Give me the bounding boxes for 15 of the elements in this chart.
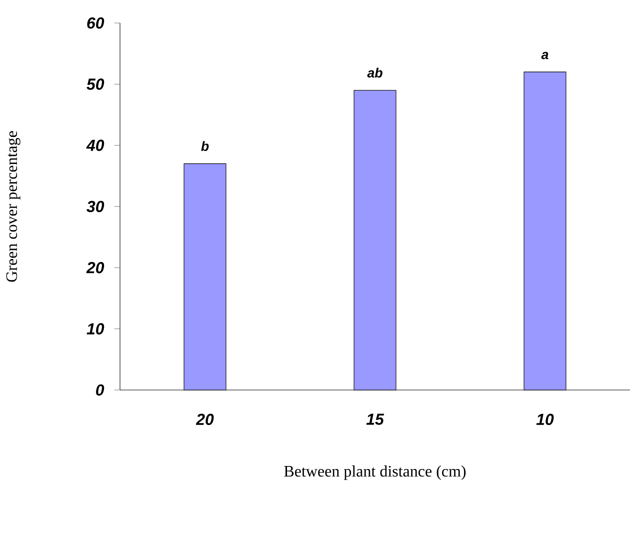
y-tick-label: 60: [87, 17, 104, 29]
y-tick-label: 50: [86, 78, 104, 90]
x-axis-title: Between plant distance (cm): [284, 465, 466, 480]
x-tick-label: 10: [536, 414, 554, 426]
annotation: ab: [367, 68, 382, 78]
y-tick-label: 0: [96, 384, 104, 396]
y-tick-label: 10: [86, 323, 104, 334]
y-axis-title: Green cover percentage: [6, 131, 20, 282]
y-tick-label: 20: [86, 262, 104, 274]
x-tick-label: 15: [366, 414, 384, 425]
y-tick-label: 40: [86, 140, 104, 151]
x-tick-label: 20: [196, 414, 214, 426]
y-tick-label: 30: [86, 200, 104, 212]
annotation: b: [201, 141, 209, 151]
annotation: a: [541, 52, 548, 60]
